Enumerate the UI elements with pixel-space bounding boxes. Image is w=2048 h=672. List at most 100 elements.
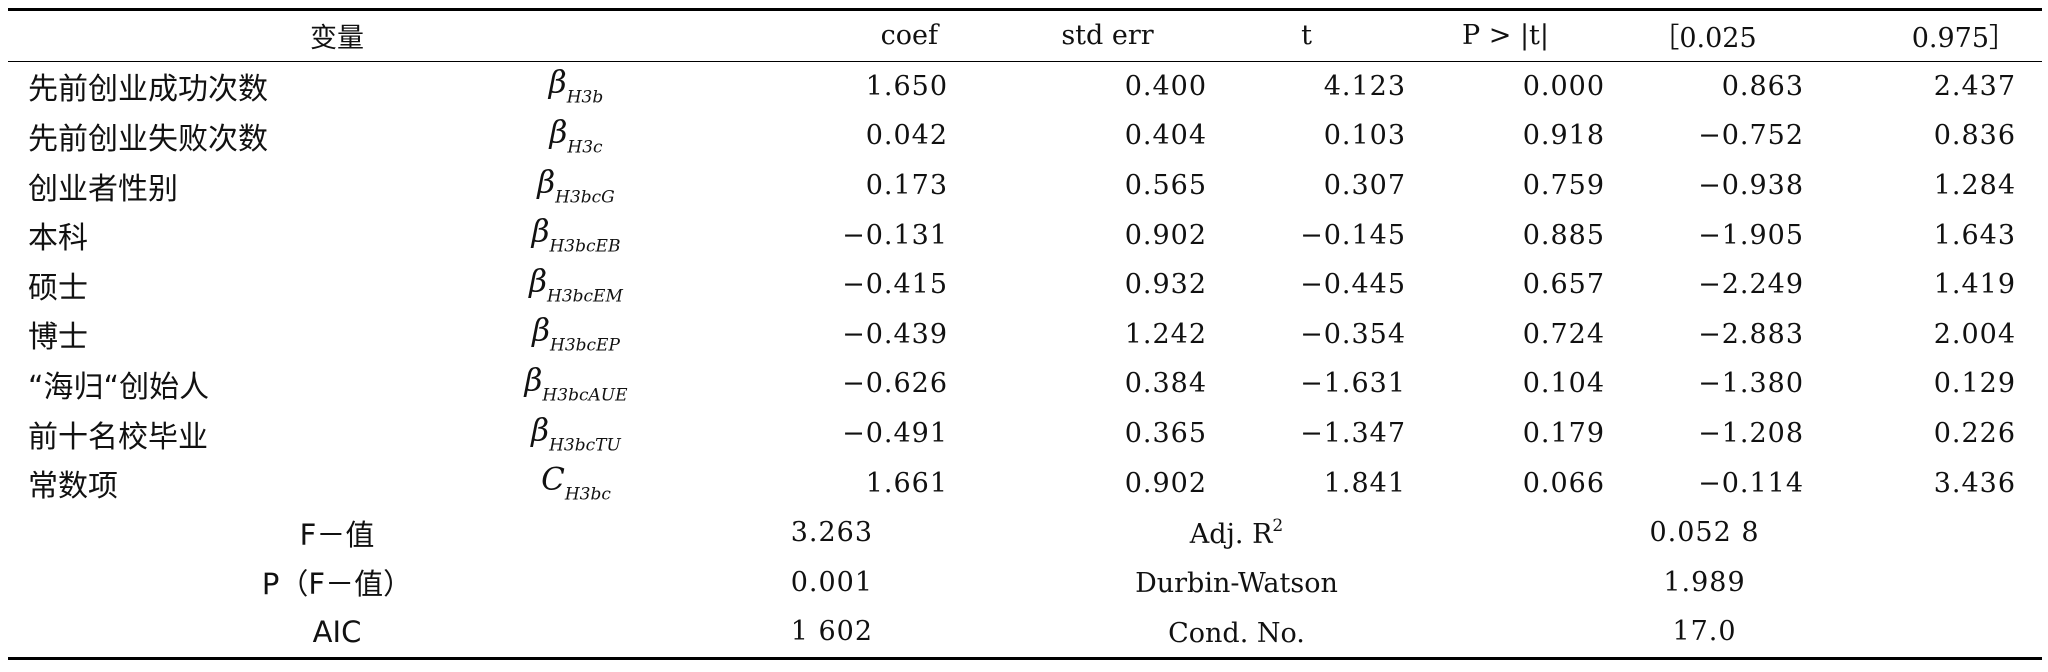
coef-cell: −0.415 [842,269,948,301]
coefficient-symbol: βH3bcG [476,164,676,207]
variable-cell: 常数项 CH3bc [8,458,666,508]
header-row: 变量 coef std err t P > |t| ［0.025 0.975］ [8,9,2042,62]
stat-value: 0.001 [790,566,873,598]
variable-name: 前十名校毕业 [28,419,208,455]
p-value-cell: 0.066 [1522,467,1605,499]
stat-label-secondary-text: Durbin-Watson [1135,568,1338,600]
coefficient-symbol-base: C [541,461,565,498]
header-p-value: P > |t| [1462,20,1549,52]
p-value-cell: 0.657 [1522,269,1605,301]
ci-upper-cell: 1.643 [1933,219,2016,251]
std-err-cell: 0.902 [1124,219,1207,251]
p-value-cell: 0.000 [1522,70,1605,102]
coefficient-symbol: βH3b [476,65,676,108]
coefficient-symbol: βH3bcEM [476,263,676,306]
coefficient-symbol-base: β [531,412,550,449]
ci-upper-cell: 3.436 [1933,467,2016,499]
std-err-cell: 0.365 [1124,418,1207,450]
stat-label-secondary-superscript: 2 [1272,515,1284,536]
stat-value: 3.263 [790,517,873,549]
coef-cell: 0.173 [865,170,948,202]
coef-cell: −0.626 [842,368,948,400]
coefficient-symbol-subscript: H3c [567,137,603,158]
ci-lower-cell: 0.863 [1721,70,1804,102]
coef-cell: −0.491 [842,418,948,450]
table-row: 先前创业成功次数 βH3b 1.650 0.400 4.123 0.000 0.… [8,61,2042,111]
std-err-cell: 0.565 [1124,170,1207,202]
stat-label-secondary-text: Adj. R [1189,518,1273,550]
coefficient-symbol-base: β [529,263,548,300]
t-cell: −1.347 [1300,418,1406,450]
variable-cell: 前十名校毕业 βH3bcTU [8,409,666,459]
coefficient-symbol: βH3bcEP [476,313,676,356]
p-value-cell: 0.104 [1522,368,1605,400]
coefficient-symbol-base: β [548,64,567,101]
coefficient-symbol-subscript: H3bcEM [547,286,623,307]
coefficient-symbol-subscript: H3bcEB [549,236,621,257]
ci-lower-cell: −2.883 [1698,318,1804,350]
ci-lower-cell: −2.249 [1698,269,1804,301]
ci-lower-cell: −1.380 [1698,368,1804,400]
header-std-err: std err [1061,20,1154,52]
ci-lower-cell: −1.208 [1698,418,1804,450]
stat-value-secondary: 0.052 8 [1649,517,1760,549]
empty-cell [1804,607,2042,658]
stat-label-secondary: Cond. No. [1008,607,1605,658]
summary-stat-row: AIC 1 602 Cond. No. 17.0 [8,607,2042,659]
stat-label-secondary: Durbin-Watson [1008,558,1605,608]
coef-cell: −0.439 [842,318,948,350]
table-row: 创业者性别 βH3bcG 0.173 0.565 0.307 0.759 −0.… [8,161,2042,211]
header-t: t [1301,20,1312,52]
variable-name: 创业者性别 [28,171,178,207]
coefficient-symbol-subscript: H3bc [564,484,611,505]
p-value-cell: 0.724 [1522,318,1605,350]
t-cell: −1.631 [1300,368,1406,400]
t-cell: −0.354 [1300,318,1406,350]
summary-stat-row: F－值 3.263 Adj. R2 0.052 8 [8,508,2042,558]
table-row: 常数项 CH3bc 1.661 0.902 1.841 0.066 −0.114… [8,458,2042,508]
ci-upper-cell: 0.226 [1933,418,2016,450]
variable-cell: 博士 βH3bcEP [8,310,666,360]
variable-name: 常数项 [28,469,118,505]
std-err-cell: 0.384 [1124,368,1207,400]
ci-lower-cell: −0.114 [1698,467,1804,499]
variable-cell: 本科 βH3bcEB [8,210,666,260]
ci-upper-cell: 1.284 [1933,170,2016,202]
coef-cell: −0.131 [842,219,948,251]
p-value-cell: 0.759 [1522,170,1605,202]
t-cell: 4.123 [1323,70,1406,102]
t-cell: 0.103 [1323,120,1406,152]
variable-cell: “海归“创始人 βH3bcAUE [8,359,666,409]
table-row: 博士 βH3bcEP −0.439 1.242 −0.354 0.724 −2.… [8,310,2042,360]
coefficient-symbol: βH3bcAUE [476,362,676,405]
coefficient-symbol: βH3c [476,114,676,157]
variable-cell: 先前创业成功次数 βH3b [8,61,666,111]
coefficient-symbol-base: β [531,213,550,250]
coefficient-symbol: CH3bc [476,462,676,505]
stat-label: P（F－值） [261,567,413,602]
table-row: “海归“创始人 βH3bcAUE −0.626 0.384 −1.631 0.1… [8,359,2042,409]
header-ci-upper: 0.975］ [1911,23,2016,55]
coef-cell: 0.042 [865,120,948,152]
variable-cell: 先前创业失败次数 βH3c [8,111,666,161]
coefficient-symbol-subscript: H3bcEP [550,335,620,356]
empty-cell [1804,508,2042,558]
header-variable: 变量 [310,23,364,55]
coefficient-symbol-subscript: H3b [566,87,604,108]
t-cell: 1.841 [1323,467,1406,499]
coefficient-symbol-base: β [524,362,543,399]
variable-name: 博士 [28,320,88,356]
stat-label: AIC [312,614,362,649]
stat-label: F－值 [299,517,375,552]
coef-cell: 1.650 [865,70,948,102]
ci-upper-cell: 0.129 [1933,368,2016,400]
coefficient-symbol: βH3bcEB [476,214,676,257]
coef-cell: 1.661 [865,467,948,499]
coefficient-symbol: βH3bcTU [476,412,676,455]
std-err-cell: 1.242 [1124,318,1207,350]
p-value-cell: 0.918 [1522,120,1605,152]
std-err-cell: 0.902 [1124,467,1207,499]
ci-lower-cell: −1.905 [1698,219,1804,251]
variable-name: 本科 [28,221,88,257]
summary-stat-row: P（F－值） 0.001 Durbin-Watson 1.989 [8,558,2042,608]
